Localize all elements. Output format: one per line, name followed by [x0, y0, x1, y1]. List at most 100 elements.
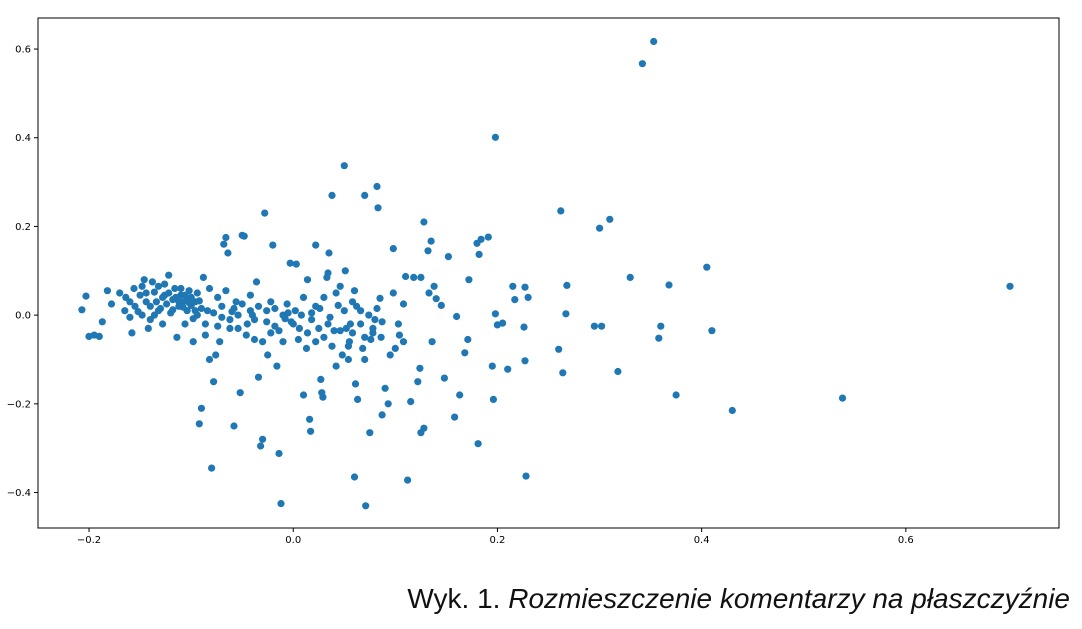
- data-point: [521, 357, 529, 365]
- data-point: [246, 307, 254, 315]
- data-point: [78, 306, 86, 314]
- data-point: [299, 391, 308, 399]
- data-point: [230, 304, 238, 313]
- data-point: [391, 344, 399, 352]
- data-point: [273, 362, 281, 370]
- data-point: [222, 287, 230, 295]
- y-tick-label: −0.4: [7, 488, 31, 499]
- data-point: [275, 449, 283, 458]
- data-point: [185, 299, 193, 307]
- data-point: [238, 231, 246, 239]
- data-point: [161, 280, 169, 288]
- data-point: [177, 284, 185, 293]
- data-point: [306, 415, 314, 423]
- data-point: [350, 287, 359, 295]
- data-point: [378, 411, 386, 419]
- data-point: [493, 321, 501, 329]
- data-point: [197, 404, 205, 412]
- data-point: [596, 224, 604, 232]
- data-point: [453, 312, 461, 321]
- data-point: [328, 191, 336, 199]
- data-point: [243, 320, 251, 328]
- data-point: [283, 300, 291, 308]
- data-point: [222, 233, 230, 242]
- data-point: [277, 500, 285, 508]
- data-point: [128, 329, 136, 337]
- data-point: [371, 316, 379, 324]
- data-point: [559, 369, 567, 377]
- data-point: [140, 276, 148, 284]
- data-point: [365, 311, 373, 319]
- scatter-chart: −0.2 0.0 0.2 0.4 0.6 −0.4 −0.2 0.0 0.2 0.4 0.6: [7, 17, 1060, 546]
- data-point: [672, 391, 680, 399]
- data-point: [369, 324, 377, 332]
- data-point: [136, 291, 144, 299]
- data-point: [220, 240, 228, 248]
- data-point: [389, 245, 397, 253]
- data-point: [122, 293, 130, 301]
- data-point: [522, 472, 530, 480]
- data-point: [234, 311, 242, 319]
- data-point: [315, 324, 323, 332]
- data-point: [402, 272, 410, 281]
- data-point: [389, 289, 397, 297]
- data-point: [216, 338, 224, 346]
- data-point: [191, 307, 199, 315]
- data-point: [144, 324, 152, 332]
- figure-caption: Wyk. 1. Rozmieszczenie komentarzy na pła…: [407, 583, 1070, 615]
- data-point: [326, 313, 334, 321]
- data-point: [350, 473, 359, 481]
- caption-prefix: Wyk. 1.: [407, 583, 501, 614]
- data-point: [555, 345, 563, 353]
- data-point: [414, 378, 422, 386]
- x-tick-label: 0.4: [694, 535, 710, 546]
- data-point: [179, 303, 187, 311]
- data-point: [430, 282, 438, 290]
- data-point: [171, 284, 179, 293]
- y-tick-label: 0.0: [15, 311, 31, 322]
- data-point: [238, 300, 246, 308]
- data-point: [665, 281, 673, 289]
- data-point: [432, 295, 440, 303]
- data-point: [444, 253, 452, 261]
- data-point: [425, 289, 433, 297]
- data-point: [287, 318, 295, 326]
- data-point: [357, 320, 365, 328]
- data-point: [107, 300, 116, 308]
- data-point: [509, 282, 517, 290]
- data-point: [261, 209, 269, 217]
- data-point: [307, 427, 315, 435]
- data-point: [148, 278, 156, 286]
- data-point: [103, 287, 111, 295]
- data-point: [121, 307, 129, 315]
- data-point: [169, 306, 177, 314]
- data-point: [657, 322, 665, 330]
- y-tick-label: 0.2: [15, 222, 31, 233]
- data-point: [626, 273, 634, 281]
- data-point: [271, 304, 279, 313]
- data-point: [189, 338, 197, 346]
- data-point: [708, 327, 716, 335]
- data-point: [263, 307, 271, 315]
- data-point: [201, 331, 209, 339]
- data-point: [224, 249, 232, 257]
- data-point: [199, 273, 207, 281]
- data-point: [703, 263, 711, 271]
- data-point: [562, 310, 570, 318]
- data-point: [465, 276, 473, 284]
- data-point: [324, 320, 332, 328]
- data-point: [590, 322, 599, 330]
- data-point: [195, 297, 203, 305]
- data-point: [410, 273, 418, 281]
- data-point: [362, 502, 370, 510]
- data-point: [116, 289, 124, 297]
- data-point: [201, 320, 209, 328]
- data-point: [299, 293, 308, 301]
- data-point: [98, 318, 106, 326]
- data-point: [85, 332, 93, 340]
- data-point: [354, 395, 362, 403]
- data-point: [203, 307, 212, 315]
- data-point: [263, 318, 271, 326]
- data-point: [218, 313, 226, 321]
- data-point: [303, 329, 312, 337]
